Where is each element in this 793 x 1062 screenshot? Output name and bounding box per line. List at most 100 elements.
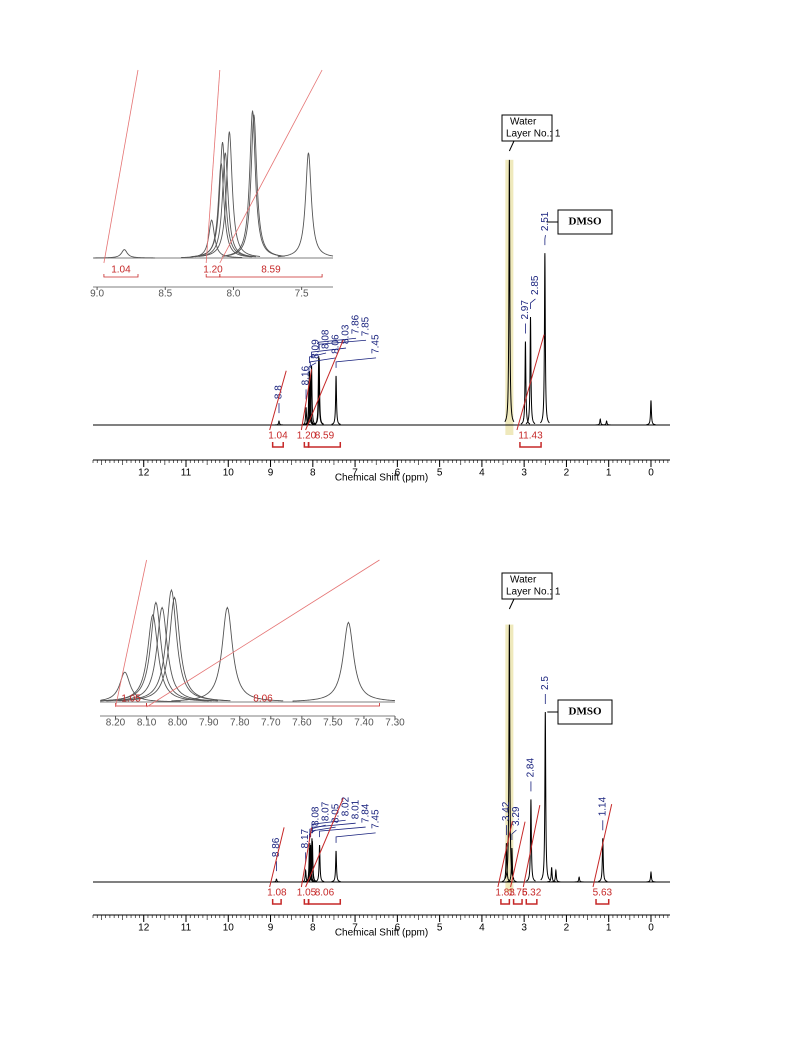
inset-integral-curve (146, 559, 380, 708)
inset-integral-curve (219, 69, 323, 264)
peak (314, 358, 324, 425)
peak-label-leader (511, 829, 517, 840)
x-tick-label: 12 (138, 923, 150, 934)
peak-label: 8.02 (340, 796, 351, 816)
x-tick-label: 2 (564, 923, 570, 934)
integral-curve (516, 334, 545, 431)
integral-label: 1.76 (508, 888, 528, 899)
inset-tick-label: 8.5 (158, 289, 172, 300)
peak (526, 799, 536, 882)
inset-integral-curve (103, 69, 139, 264)
inset-integral-label: 1.04 (111, 265, 131, 276)
annotation: DMSO (569, 216, 602, 228)
integral-label: 1.20 (297, 431, 317, 442)
integral-curve (592, 804, 613, 888)
inset-integral-label: 8.59 (261, 265, 281, 276)
peak (271, 878, 282, 883)
peak (331, 375, 341, 425)
peak-label: 8.07 (320, 801, 331, 821)
integral-label: 1.05 (297, 888, 317, 899)
annotation: Layer No.: 1 (506, 129, 561, 140)
inset-peak (277, 152, 334, 258)
inset-tick-label: 7.30 (385, 718, 405, 729)
x-tick-label: 9 (268, 923, 274, 934)
peak (274, 420, 284, 426)
peak (331, 850, 341, 883)
peak-label: 7.45 (371, 334, 382, 354)
x-tick-label: 6 (395, 468, 401, 479)
x-tick-label: 7 (352, 923, 358, 934)
peak-label-leader (310, 826, 336, 838)
x-tick-label: 8 (310, 923, 316, 934)
integral-bracket (525, 899, 538, 905)
peak-label: 8.16 (301, 365, 312, 385)
x-tick-label: 1 (606, 923, 612, 934)
inset-peak (115, 588, 228, 702)
inset-tick-label: 7.60 (292, 718, 312, 729)
annotation-box (501, 114, 553, 142)
peak (314, 845, 325, 883)
x-tick-label: 6 (395, 923, 401, 934)
peak (540, 711, 551, 881)
peak-label: 8.03 (341, 324, 352, 344)
integral-bracket (271, 442, 284, 448)
peak-label-leader (308, 362, 317, 373)
inset-peak (93, 249, 156, 259)
peak-label-leader (311, 347, 347, 359)
peak-label: 3.42 (501, 801, 512, 821)
peak-label: 8.08 (321, 329, 332, 349)
inset-integral (146, 703, 380, 707)
integral-label: 5.32 (522, 888, 542, 899)
peak (551, 868, 561, 883)
peak-label: 8.8 (274, 385, 285, 399)
x-tick-label: 8 (310, 468, 316, 479)
integral-curve (300, 369, 313, 431)
annotation-box (557, 699, 613, 725)
peak (525, 316, 536, 425)
peak (539, 253, 550, 424)
peak-label-leader (319, 826, 366, 838)
x-axis-label: Chemical Shift (ppm) (335, 473, 428, 484)
solvent-highlight (505, 624, 514, 892)
integral-bracket (307, 899, 342, 905)
peak (507, 847, 517, 883)
inset-integral-label: 8.06 (253, 694, 273, 705)
inset-tick-label: 8.0 (227, 289, 241, 300)
peak-label: 8.06 (331, 334, 342, 354)
integral-bracket (271, 899, 282, 905)
integral-curve (522, 805, 541, 888)
peak-label: 8.86 (271, 837, 282, 857)
annotation-box (501, 572, 553, 600)
inset-tick-label: 8.20 (106, 718, 126, 729)
integral-curve (305, 797, 344, 888)
integral-label: 1.04 (268, 431, 288, 442)
peak-label: 7.86 (351, 314, 362, 334)
peak-label: 2.51 (540, 211, 551, 231)
peak (504, 159, 515, 423)
inset-tick-label: 7.50 (323, 718, 343, 729)
integral-label: 8.06 (315, 888, 335, 899)
peak (301, 407, 311, 426)
x-tick-label: 7 (352, 468, 358, 479)
integral-curve (305, 339, 344, 431)
peak-label: 3.29 (511, 806, 522, 826)
inset-tick-label: 7.90 (199, 718, 219, 729)
x-tick-label: 1 (606, 468, 612, 479)
integral-bracket (519, 442, 542, 448)
peak (304, 370, 315, 425)
peak (598, 838, 608, 882)
annotation-arrow (508, 140, 515, 152)
integral-label: 1.83 (495, 888, 515, 899)
annotation: Water (510, 575, 537, 586)
x-tick-label: 4 (479, 468, 485, 479)
inset-tick-label: 9.0 (90, 289, 104, 300)
peak-label: 7.85 (361, 316, 372, 336)
integral-curve (269, 827, 285, 888)
inset-integral (219, 274, 323, 278)
x-tick-label: 11 (181, 923, 192, 934)
inset-integral-label: 1.05 (121, 694, 141, 705)
inset-integral-curve (205, 69, 221, 264)
peak-label-leader (309, 352, 327, 363)
x-tick-label: 11 (181, 468, 192, 479)
x-tick-label: 3 (521, 468, 527, 479)
